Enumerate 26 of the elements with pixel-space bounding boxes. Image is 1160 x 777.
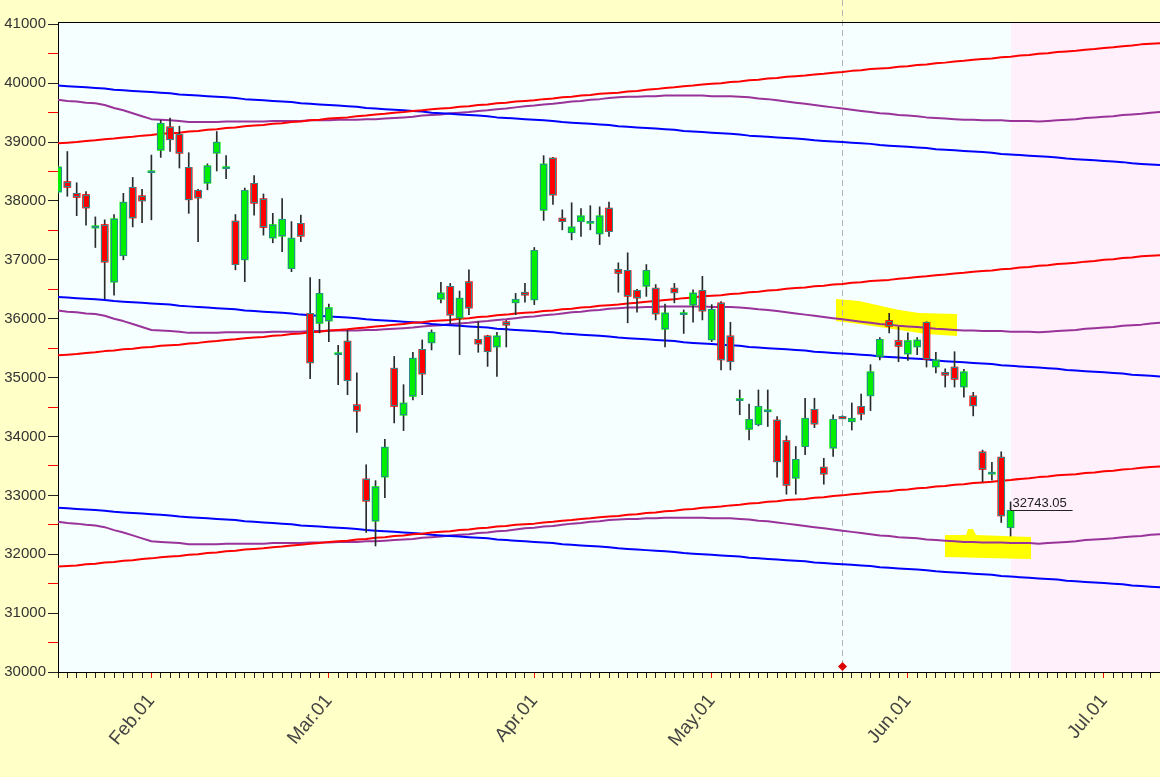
annotation: 32743.05 <box>1012 494 1067 510</box>
candlestick <box>763 389 772 427</box>
y-tick-label: 35000 <box>4 367 46 385</box>
candlestick <box>502 320 511 348</box>
y-tick-label: 31000 <box>4 603 46 621</box>
y-tick-label: 39000 <box>4 132 46 150</box>
candlestick <box>353 372 361 433</box>
y-tick-label: 34000 <box>4 426 46 444</box>
candlestick <box>521 283 529 303</box>
y-tick-label: 33000 <box>4 485 46 503</box>
y-tick-label: 30000 <box>4 662 46 680</box>
y-tick-label: 38000 <box>4 191 46 209</box>
candlestick <box>735 389 744 416</box>
candlestick <box>988 462 996 481</box>
y-tick-label: 40000 <box>4 73 46 91</box>
candlestick <box>222 155 230 179</box>
y-tick-label: 41000 <box>4 14 46 32</box>
y-tick-label: 36000 <box>4 308 46 326</box>
y-tick-label: 37000 <box>4 250 46 267</box>
candlestick <box>558 209 567 231</box>
y-tick-label: 32000 <box>4 544 46 562</box>
candlestick <box>474 321 483 353</box>
candlestick <box>847 402 856 431</box>
candlestick <box>941 368 950 388</box>
candlestick <box>679 309 688 334</box>
candlestick <box>334 344 342 386</box>
